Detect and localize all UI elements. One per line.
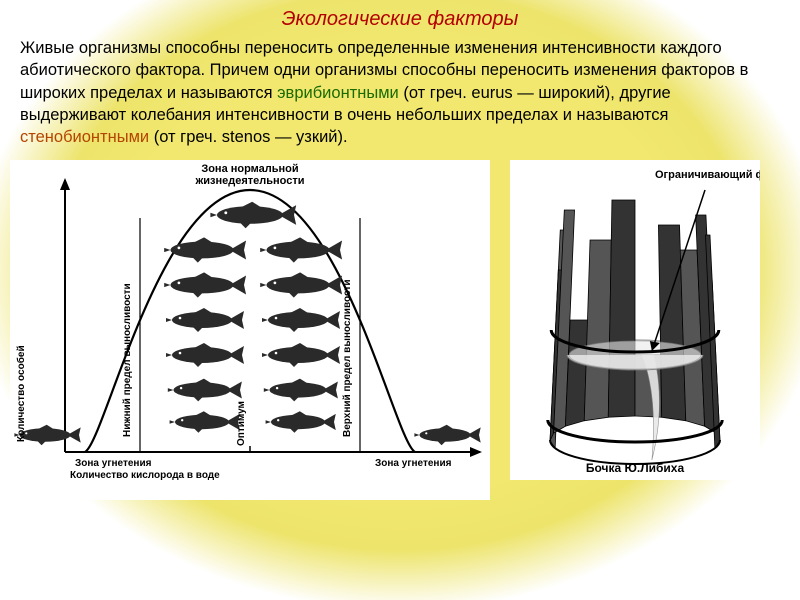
body-paragraph: Живые организмы способны переносить опре… [20, 37, 780, 148]
svg-text:Зона угнетения: Зона угнетения [375, 458, 452, 469]
svg-text:Зона угнетения: Зона угнетения [75, 458, 152, 469]
term-stenobiont: стенобионтными [20, 128, 149, 146]
svg-text:Зона нормальнойжизнедеятельнос: Зона нормальнойжизнедеятельности [194, 163, 304, 187]
svg-text:Нижний предел выносливости: Нижний предел выносливости [122, 284, 133, 438]
svg-text:Оптимум: Оптимум [236, 401, 247, 446]
text-part-3: (от греч. stenos — узкий). [149, 128, 347, 146]
tolerance-curve-chart: Количество особей Количество кислорода в … [10, 160, 490, 500]
page-title: Экологические факторы [20, 8, 780, 31]
liebig-barrel-diagram: Ограничивающий фактор Бочка Ю.Либиха [510, 160, 760, 480]
svg-text:Количество особей: Количество особей [15, 346, 27, 443]
svg-text:Верхний предел выносливости: Верхний предел выносливости [342, 280, 353, 438]
svg-text:Ограничивающий фактор: Ограничивающий фактор [655, 169, 760, 181]
svg-text:Бочка Ю.Либиха: Бочка Ю.Либиха [586, 461, 685, 475]
term-eurybiont: эврибионтными [277, 84, 399, 102]
svg-text:Количество кислорода в воде: Количество кислорода в воде [70, 470, 220, 481]
